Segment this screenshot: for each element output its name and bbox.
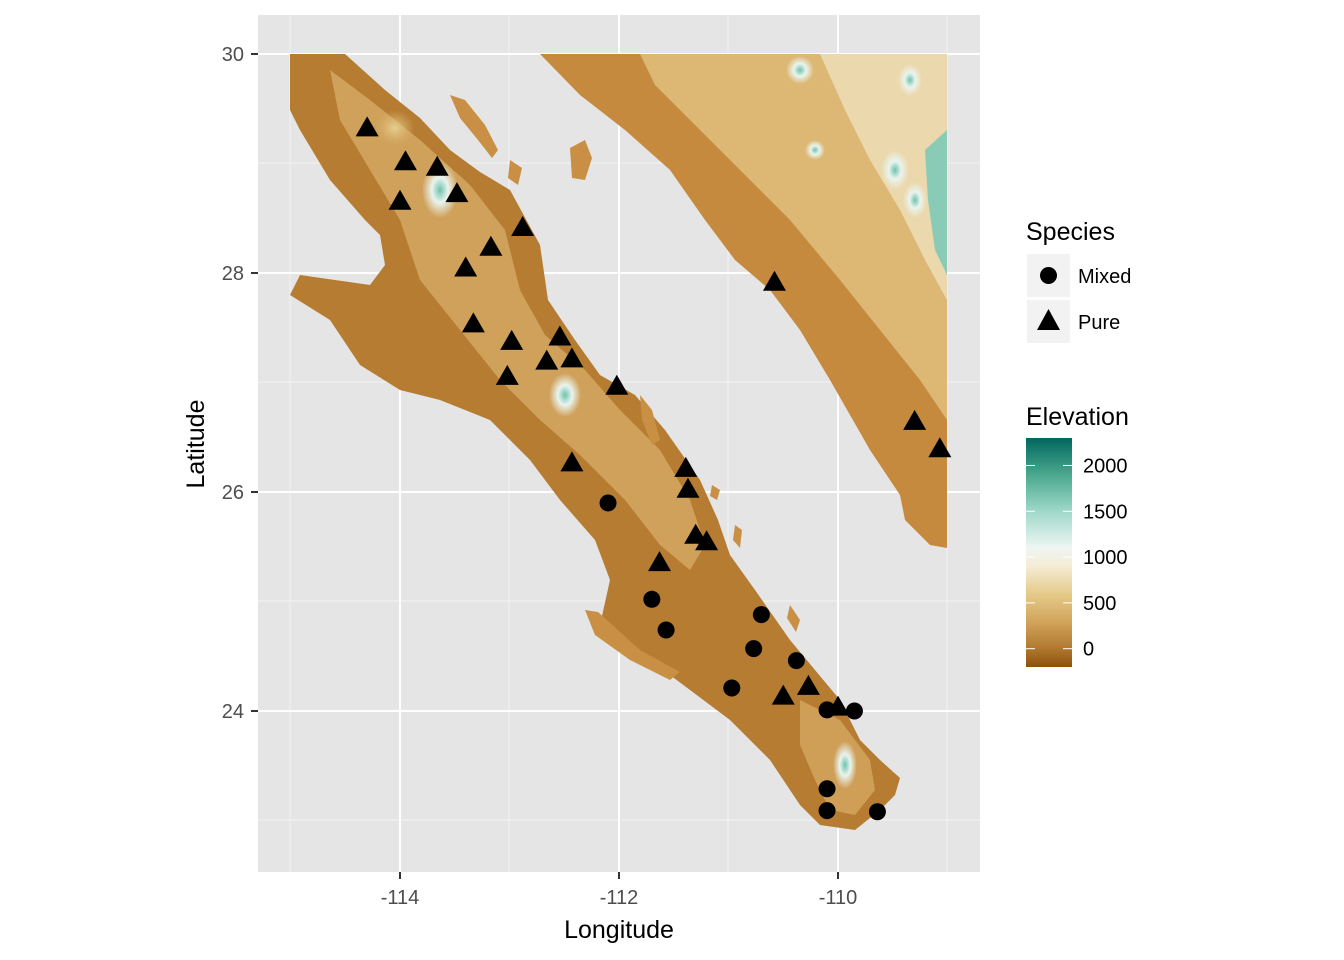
elevation-legend-title: Elevation — [1026, 403, 1129, 431]
legend-key-pure-triangle — [1037, 309, 1060, 330]
point-mixed-5 — [787, 652, 805, 670]
colorbar-label-3: 500 — [1083, 593, 1116, 615]
species-legend-title: Species — [1026, 218, 1115, 246]
y-tick-label-2: 28 — [222, 263, 244, 285]
legend-label-pure: Pure — [1078, 312, 1120, 334]
point-mixed-4 — [745, 640, 763, 658]
x-tick-label-0: -114 — [381, 887, 420, 909]
point-pure-11 — [535, 349, 559, 370]
x-axis: -114 -112 -110 — [381, 872, 858, 909]
point-pure-13 — [495, 364, 519, 385]
point-pure-15 — [560, 451, 584, 472]
point-pure-17 — [676, 477, 700, 498]
point-pure-6 — [479, 235, 503, 256]
point-pure-26 — [928, 437, 952, 458]
point-pure-25 — [903, 409, 927, 430]
y-tick-label-3: 30 — [222, 44, 244, 66]
point-mixed-6 — [723, 679, 741, 697]
point-pure-21 — [771, 684, 795, 705]
ridge-highlight — [375, 110, 415, 146]
terrain — [290, 54, 947, 830]
mainland-peak-1 — [786, 56, 814, 84]
gulf-islet-4 — [710, 485, 720, 500]
sierra-madre-peaks — [925, 130, 947, 275]
point-pure-2 — [425, 155, 449, 176]
gulf-islet-1 — [508, 160, 522, 185]
mainland-peak-5 — [898, 64, 922, 96]
y-axis-title: Latitude — [182, 400, 210, 489]
point-pure-10 — [548, 325, 572, 346]
point-pure-9 — [500, 329, 524, 350]
mainland-peak-3 — [881, 150, 909, 190]
point-pure-16 — [674, 456, 698, 477]
point-pure-19 — [695, 530, 719, 551]
x-tick-label-1: -112 — [600, 887, 639, 909]
colorbar-label-4: 0 — [1083, 639, 1094, 661]
tiburon-island — [570, 140, 592, 180]
legend-key-mixed-circle — [1040, 267, 1057, 284]
elevation-colorbar-ticks: 2000 1500 1000 500 0 — [1026, 455, 1128, 661]
colorbar-label-1: 1500 — [1083, 501, 1128, 523]
x-tick-label-2: -110 — [819, 887, 858, 909]
gulf-islet-5 — [787, 605, 800, 632]
point-pure-1 — [393, 150, 417, 171]
point-pure-24 — [762, 270, 786, 291]
y-tick-label-1: 26 — [222, 482, 244, 504]
points-layer — [355, 116, 952, 821]
sierra-peak-north — [422, 162, 458, 218]
elevation-legend: Elevation 2000 1500 1000 500 0 — [1026, 403, 1129, 667]
magdalena-island — [585, 610, 680, 680]
species-legend: Species Mixed Pure — [1026, 218, 1131, 343]
colorbar-label-2: 1000 — [1083, 547, 1128, 569]
y-axis: 24 26 28 30 — [222, 44, 258, 723]
point-pure-20 — [648, 551, 672, 572]
point-mixed-8 — [845, 702, 863, 720]
point-mixed-3 — [752, 606, 770, 624]
point-mixed-1 — [643, 590, 661, 608]
point-pure-5 — [511, 216, 535, 237]
legend-label-mixed: Mixed — [1078, 266, 1131, 288]
point-pure-12 — [560, 347, 584, 368]
point-pure-3 — [445, 182, 469, 203]
point-mixed-2 — [657, 621, 675, 639]
point-mixed-10 — [818, 802, 836, 820]
point-pure-23 — [826, 695, 850, 716]
x-axis-title: Longitude — [564, 916, 674, 944]
point-mixed-0 — [599, 494, 617, 512]
sierra-peak-central — [549, 373, 581, 417]
point-pure-18 — [684, 523, 708, 544]
sierra-peak-south — [833, 741, 857, 789]
point-pure-22 — [796, 674, 820, 695]
point-mixed-9 — [818, 780, 836, 798]
point-mixed-11 — [868, 803, 886, 821]
mainland-peak-4 — [903, 182, 927, 218]
point-pure-7 — [454, 256, 478, 277]
angel-de-la-guarda-island — [450, 95, 498, 158]
elevation-colorbar — [1026, 438, 1072, 667]
colorbar-label-0: 2000 — [1083, 455, 1128, 477]
gulf-islet-2 — [640, 395, 660, 445]
y-tick-label-0: 24 — [222, 701, 244, 723]
gulf-islet-3 — [733, 525, 742, 548]
mainland-peak-2 — [805, 140, 825, 160]
point-pure-0 — [355, 116, 379, 137]
point-pure-14 — [605, 374, 629, 395]
point-pure-8 — [461, 312, 485, 333]
point-pure-4 — [388, 189, 412, 210]
